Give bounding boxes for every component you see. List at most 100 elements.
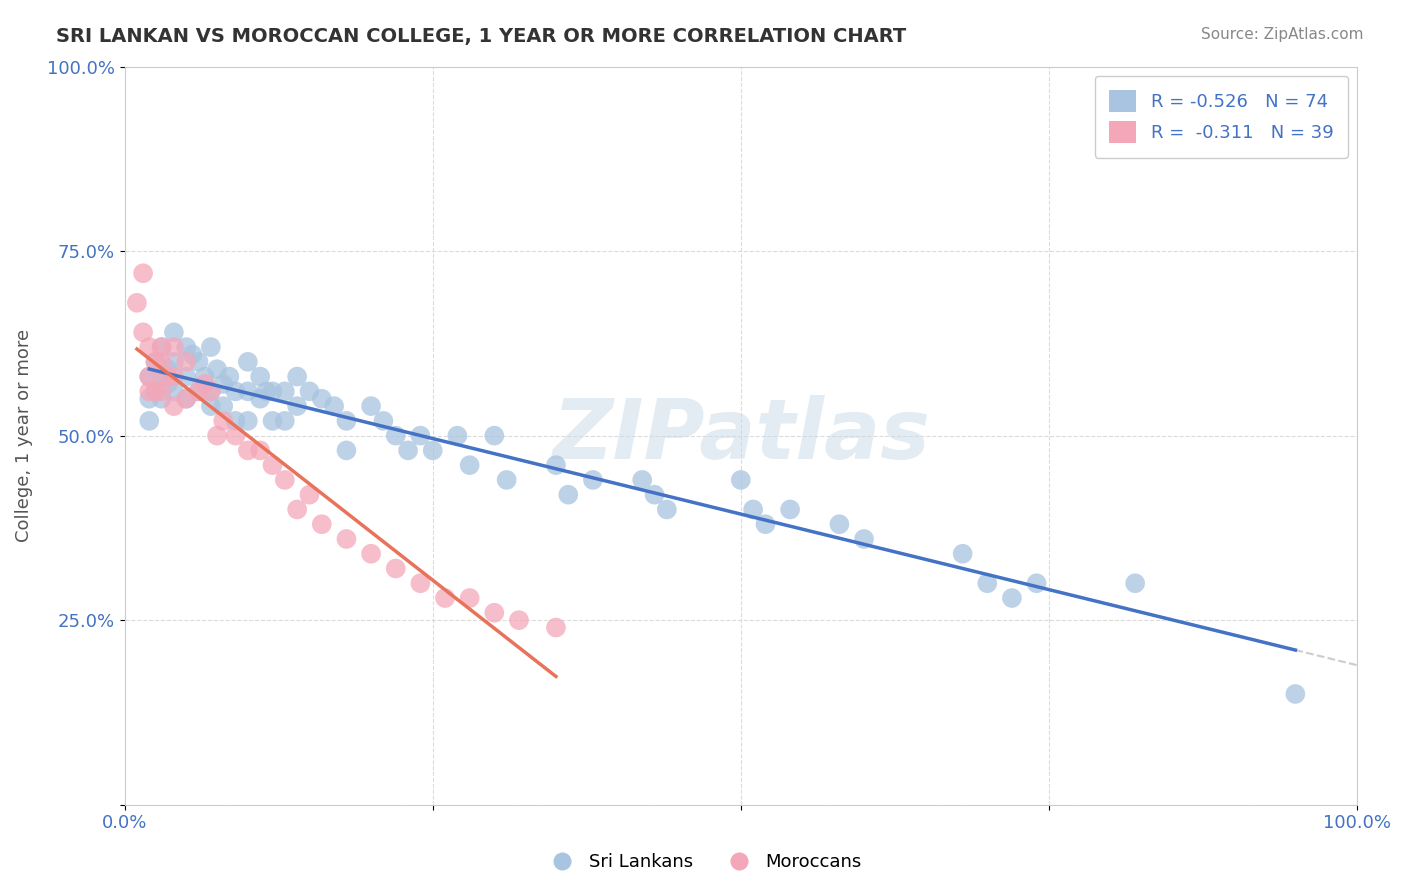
Point — [285, 502, 308, 516]
Point — [249, 392, 271, 406]
Point — [145, 384, 167, 399]
Point — [194, 376, 217, 391]
Point — [236, 443, 259, 458]
Point — [181, 347, 204, 361]
Point — [205, 362, 228, 376]
Point — [138, 392, 160, 406]
Point — [212, 376, 235, 391]
Point — [1123, 576, 1146, 591]
Point — [200, 399, 222, 413]
Point — [644, 488, 666, 502]
Point — [187, 384, 209, 399]
Point — [236, 384, 259, 399]
Point — [323, 399, 346, 413]
Point — [150, 340, 173, 354]
Point — [828, 517, 851, 532]
Point — [360, 547, 382, 561]
Point — [249, 443, 271, 458]
Point — [150, 392, 173, 406]
Point — [163, 340, 186, 354]
Point — [274, 473, 297, 487]
Point — [225, 428, 247, 442]
Point — [156, 362, 179, 376]
Legend: R = -0.526   N = 74, R =  -0.311   N = 39: R = -0.526 N = 74, R = -0.311 N = 39 — [1095, 76, 1348, 158]
Point — [495, 473, 517, 487]
Point — [262, 384, 284, 399]
Point — [409, 576, 432, 591]
Point — [174, 392, 197, 406]
Point — [508, 613, 530, 627]
Point — [274, 384, 297, 399]
Point — [582, 473, 605, 487]
Point — [163, 399, 186, 413]
Point — [1025, 576, 1047, 591]
Point — [335, 532, 357, 546]
Text: SRI LANKAN VS MOROCCAN COLLEGE, 1 YEAR OR MORE CORRELATION CHART: SRI LANKAN VS MOROCCAN COLLEGE, 1 YEAR O… — [56, 27, 907, 45]
Point — [225, 384, 247, 399]
Point — [976, 576, 998, 591]
Point — [458, 458, 481, 472]
Point — [187, 384, 209, 399]
Point — [557, 488, 579, 502]
Point — [434, 591, 457, 605]
Point — [249, 369, 271, 384]
Point — [742, 502, 765, 516]
Point — [384, 428, 406, 442]
Point — [138, 384, 160, 399]
Point — [285, 399, 308, 413]
Point — [174, 369, 197, 384]
Point — [952, 547, 974, 561]
Point — [360, 399, 382, 413]
Point — [200, 340, 222, 354]
Point — [163, 384, 186, 399]
Point — [779, 502, 801, 516]
Point — [150, 369, 173, 384]
Point — [212, 414, 235, 428]
Point — [730, 473, 752, 487]
Point — [484, 428, 506, 442]
Text: ZIPatlas: ZIPatlas — [553, 395, 929, 476]
Point — [163, 326, 186, 340]
Point — [458, 591, 481, 605]
Point — [544, 621, 567, 635]
Point — [274, 414, 297, 428]
Point — [163, 355, 186, 369]
Point — [754, 517, 776, 532]
Point — [150, 355, 173, 369]
Point — [194, 369, 217, 384]
Point — [145, 384, 167, 399]
Point — [236, 355, 259, 369]
Point — [205, 428, 228, 442]
Point — [218, 369, 240, 384]
Point — [174, 340, 197, 354]
Point — [150, 340, 173, 354]
Point — [145, 355, 167, 369]
Point — [335, 414, 357, 428]
Point — [311, 517, 333, 532]
Point — [174, 355, 197, 369]
Point — [200, 384, 222, 399]
Point — [422, 443, 444, 458]
Point — [200, 384, 222, 399]
Point — [138, 340, 160, 354]
Point — [156, 369, 179, 384]
Point — [446, 428, 468, 442]
Point — [631, 473, 654, 487]
Point — [396, 443, 419, 458]
Point — [373, 414, 395, 428]
Point — [145, 355, 167, 369]
Point — [409, 428, 432, 442]
Point — [853, 532, 876, 546]
Point — [335, 443, 357, 458]
Point — [156, 376, 179, 391]
Point — [1284, 687, 1306, 701]
Point — [132, 326, 155, 340]
Point — [138, 369, 160, 384]
Point — [285, 369, 308, 384]
Y-axis label: College, 1 year or more: College, 1 year or more — [15, 329, 32, 542]
Point — [150, 384, 173, 399]
Point — [254, 384, 277, 399]
Point — [187, 355, 209, 369]
Point — [132, 266, 155, 280]
Point — [298, 384, 321, 399]
